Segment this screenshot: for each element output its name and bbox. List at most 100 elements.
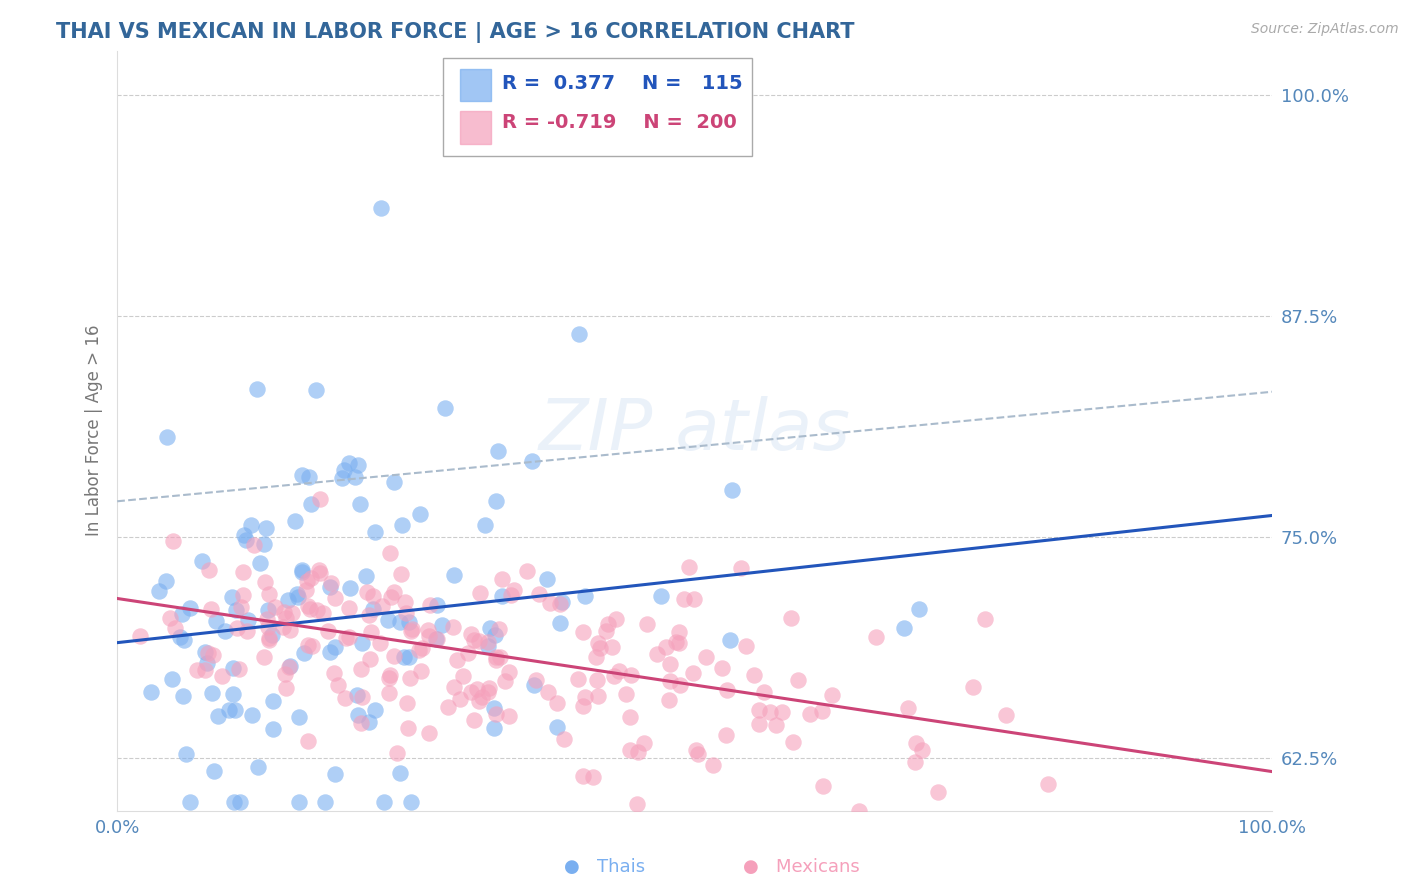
Point <box>485 653 508 667</box>
Point <box>574 690 596 705</box>
Point <box>685 743 707 757</box>
Point <box>160 673 183 687</box>
Point <box>548 616 571 631</box>
Point <box>714 728 737 742</box>
Point <box>330 470 353 484</box>
Point <box>291 467 314 482</box>
Point <box>485 494 508 508</box>
Point <box>499 588 522 602</box>
Point <box>668 624 690 639</box>
Point <box>297 734 319 748</box>
Point <box>401 622 423 636</box>
Point <box>305 383 328 397</box>
Point <box>910 743 932 757</box>
Point <box>262 722 284 736</box>
Point <box>553 731 575 746</box>
Point <box>319 645 342 659</box>
Point <box>319 575 342 590</box>
Point <box>425 632 447 646</box>
Point <box>498 665 520 680</box>
Point <box>605 612 627 626</box>
Point <box>308 491 330 506</box>
Point <box>323 640 346 654</box>
Point <box>249 557 271 571</box>
Point <box>550 595 572 609</box>
Point <box>441 620 464 634</box>
Point <box>437 700 460 714</box>
Point <box>474 517 496 532</box>
Point <box>347 458 370 473</box>
Point <box>200 601 222 615</box>
Point <box>389 615 412 629</box>
Point <box>418 629 440 643</box>
Point <box>314 795 336 809</box>
Point <box>337 600 360 615</box>
Point <box>786 673 808 687</box>
Point <box>356 569 378 583</box>
Point <box>360 624 382 639</box>
Point <box>546 720 568 734</box>
Point <box>205 614 228 628</box>
Point <box>538 596 561 610</box>
Text: ZIP atlas: ZIP atlas <box>538 396 851 465</box>
Point <box>239 517 262 532</box>
Point <box>297 638 319 652</box>
Point <box>668 636 690 650</box>
Text: THAI VS MEXICAN IN LABOR FORCE | AGE > 16 CORRELATION CHART: THAI VS MEXICAN IN LABOR FORCE | AGE > 1… <box>56 22 855 44</box>
Point <box>291 563 314 577</box>
Point <box>201 685 224 699</box>
Point <box>620 668 643 682</box>
Point <box>323 666 346 681</box>
Point <box>607 665 630 679</box>
Point <box>319 580 342 594</box>
Point <box>744 667 766 681</box>
Point <box>377 613 399 627</box>
Point <box>974 612 997 626</box>
Point <box>380 591 402 605</box>
Point <box>256 620 278 634</box>
Point <box>392 649 415 664</box>
Point <box>398 615 420 630</box>
Point <box>468 694 491 708</box>
Point <box>682 592 704 607</box>
Point <box>236 624 259 638</box>
Point <box>658 673 681 688</box>
Point <box>163 621 186 635</box>
Point <box>361 589 384 603</box>
Point <box>614 687 637 701</box>
Point <box>162 534 184 549</box>
Point <box>222 660 245 674</box>
Point <box>231 599 253 614</box>
Point <box>904 755 927 769</box>
Point <box>273 620 295 634</box>
Point <box>214 624 236 639</box>
Point <box>595 624 617 638</box>
Text: ●   Thais: ● Thais <box>564 858 645 876</box>
Point <box>328 678 350 692</box>
Point <box>537 685 560 699</box>
Point <box>780 611 803 625</box>
Point <box>257 587 280 601</box>
Point <box>344 470 367 484</box>
Point <box>297 599 319 613</box>
Point <box>665 635 688 649</box>
Point <box>233 527 256 541</box>
Point <box>297 574 319 588</box>
Point <box>1036 776 1059 790</box>
Point <box>276 611 298 625</box>
Point <box>567 326 589 341</box>
Point <box>385 746 408 760</box>
Point <box>257 603 280 617</box>
Point <box>748 717 770 731</box>
Point <box>195 656 218 670</box>
Point <box>782 735 804 749</box>
Point <box>494 673 516 688</box>
Point <box>678 560 700 574</box>
Point <box>224 703 246 717</box>
Point <box>716 683 738 698</box>
Point <box>619 743 641 757</box>
Point <box>645 647 668 661</box>
Point <box>418 726 440 740</box>
Point <box>308 566 330 581</box>
Point <box>486 444 509 458</box>
